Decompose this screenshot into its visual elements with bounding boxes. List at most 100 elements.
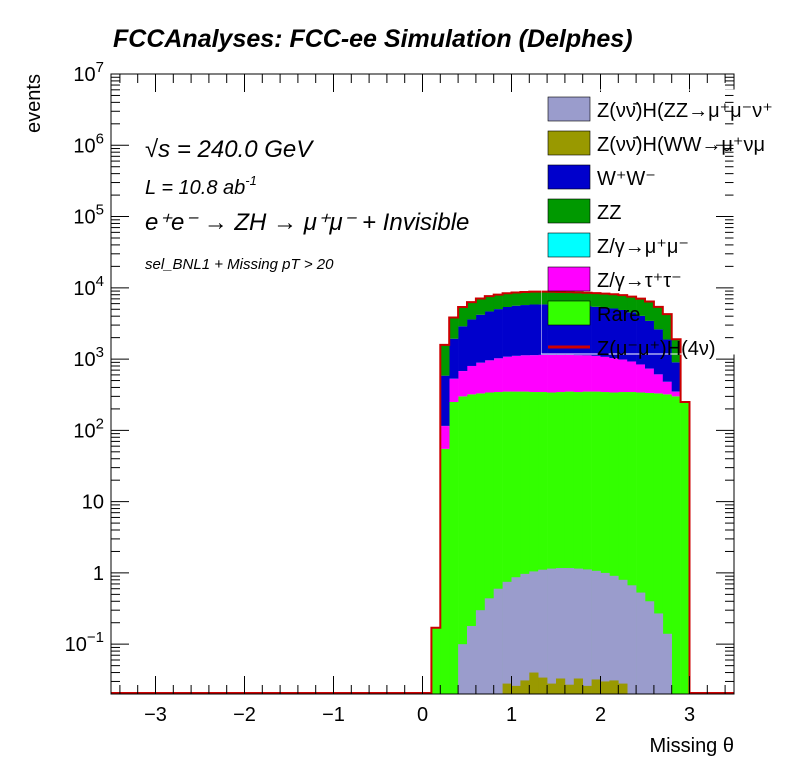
x-axis-label: Missing θ (650, 735, 734, 757)
legend-label: Z/γ→τ⁺τ⁻ (597, 270, 682, 292)
annotation-process: e⁺e⁻ → ZH → μ⁺μ⁻ + Invisible (145, 209, 469, 236)
histogram-bars (431, 291, 690, 694)
overlay-histograms (458, 568, 672, 694)
y-tick-label: 1 (93, 563, 104, 585)
bar (591, 391, 601, 694)
bar (484, 296, 494, 312)
bar (618, 295, 628, 310)
bar (564, 391, 575, 694)
bar (440, 375, 450, 426)
overlay-series-0 (458, 568, 672, 694)
bar (653, 329, 664, 375)
bar (680, 402, 690, 694)
legend-swatch (547, 266, 591, 292)
overlay-bar (662, 633, 672, 694)
series-3 (440, 304, 681, 426)
x-tick-label: 3 (684, 704, 695, 726)
bar (618, 359, 628, 393)
bar (618, 392, 628, 694)
bar (467, 302, 477, 320)
bar (529, 304, 539, 356)
bar (520, 391, 530, 694)
bar (645, 320, 655, 369)
overlay-bar (653, 613, 664, 694)
chart-title: FCCAnalyses: FCC-ee Simulation (Delphes) (113, 25, 633, 53)
overlay-bar (529, 672, 539, 694)
bar (449, 402, 459, 694)
overlay-bar (493, 588, 503, 694)
bar (493, 309, 503, 359)
bar (556, 392, 566, 694)
bar (573, 392, 583, 694)
overlay-bar (618, 579, 628, 694)
bar (600, 293, 610, 308)
overlay-bar (502, 581, 512, 694)
bar (609, 294, 619, 309)
x-tick-label: 1 (506, 704, 517, 726)
bar (591, 355, 601, 392)
bar (618, 309, 628, 360)
bar (440, 344, 450, 376)
bar (458, 307, 468, 327)
overlay-bar (600, 681, 610, 694)
bar (653, 306, 664, 330)
overlay-bar (556, 678, 566, 694)
legend-item-zz: ZZ (547, 198, 621, 224)
series-2 (440, 354, 681, 427)
legend-swatch (547, 300, 591, 326)
overlay-bar (529, 571, 539, 694)
bar (671, 391, 681, 397)
bar (502, 307, 512, 357)
y-tick-label: 107 (73, 59, 104, 86)
bar (484, 392, 494, 694)
bar (475, 393, 486, 694)
bar (449, 317, 459, 339)
legend-item-rare: Rare (547, 300, 640, 326)
bar (627, 361, 637, 393)
bar (582, 391, 592, 694)
overlay-bar (564, 684, 575, 694)
overlay-series-1 (502, 672, 628, 694)
bar (547, 354, 557, 393)
y-axis: 10−1 1 10 102 103 104 105 106 107 (65, 59, 734, 695)
y-tick-label: 106 (73, 130, 104, 157)
bar (538, 291, 548, 305)
bar (645, 301, 655, 321)
bar (511, 292, 521, 306)
overlay-bar (520, 573, 530, 694)
overlay-bar (458, 644, 468, 694)
overlay-bar (627, 585, 637, 694)
x-tick-label: −1 (322, 704, 345, 726)
bar (484, 360, 494, 393)
x-tick-label: −3 (144, 704, 167, 726)
overlay-bar (573, 678, 583, 694)
x-tick-label: 0 (417, 704, 428, 726)
bar (556, 304, 566, 355)
overlay-bar (538, 569, 548, 694)
bar (475, 362, 486, 394)
legend-item-z-h-ww: Z(νν̄)H(WW→μ⁺νμ (547, 130, 765, 156)
bar (502, 391, 512, 694)
bar (564, 354, 575, 392)
legend-item-z: Z/γ→μ⁺μ⁻ (547, 232, 689, 258)
overlay-bar (636, 592, 646, 694)
overlay-bar (573, 568, 583, 694)
legend-item-w-w: W⁺W⁻ (547, 164, 656, 190)
bar (467, 319, 477, 366)
bar (653, 374, 664, 394)
annotation-lumi-text: L = 10.8 ab (145, 177, 245, 199)
bar (475, 298, 486, 315)
overlay-bar (600, 572, 610, 694)
bar (636, 315, 646, 365)
bar (520, 305, 530, 356)
overlay-bar (582, 685, 592, 694)
bar (484, 311, 494, 361)
legend-swatch (547, 164, 591, 190)
bar (564, 305, 575, 355)
overlay-bar (538, 677, 548, 694)
legend: Z(νν̄)H(ZZ→μ⁺μ⁻ν⁺ Z(νν̄)H(WW→μ⁺νμ W⁺W⁻ ZZ Z/… (541, 89, 773, 360)
bar (582, 292, 592, 307)
bar (467, 394, 477, 694)
overlay-bar (502, 683, 512, 694)
